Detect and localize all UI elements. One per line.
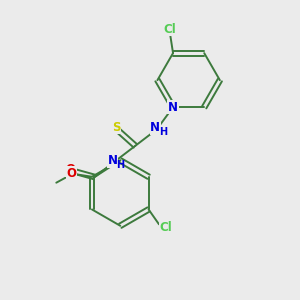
Text: O: O <box>66 167 76 180</box>
Text: H: H <box>116 160 124 170</box>
Text: N: N <box>168 101 178 114</box>
Text: O: O <box>65 163 75 176</box>
Text: Cl: Cl <box>159 221 172 234</box>
Text: Cl: Cl <box>164 23 176 36</box>
Text: H: H <box>159 128 167 137</box>
Text: N: N <box>150 122 160 134</box>
Text: S: S <box>112 121 121 134</box>
Text: N: N <box>107 154 117 167</box>
